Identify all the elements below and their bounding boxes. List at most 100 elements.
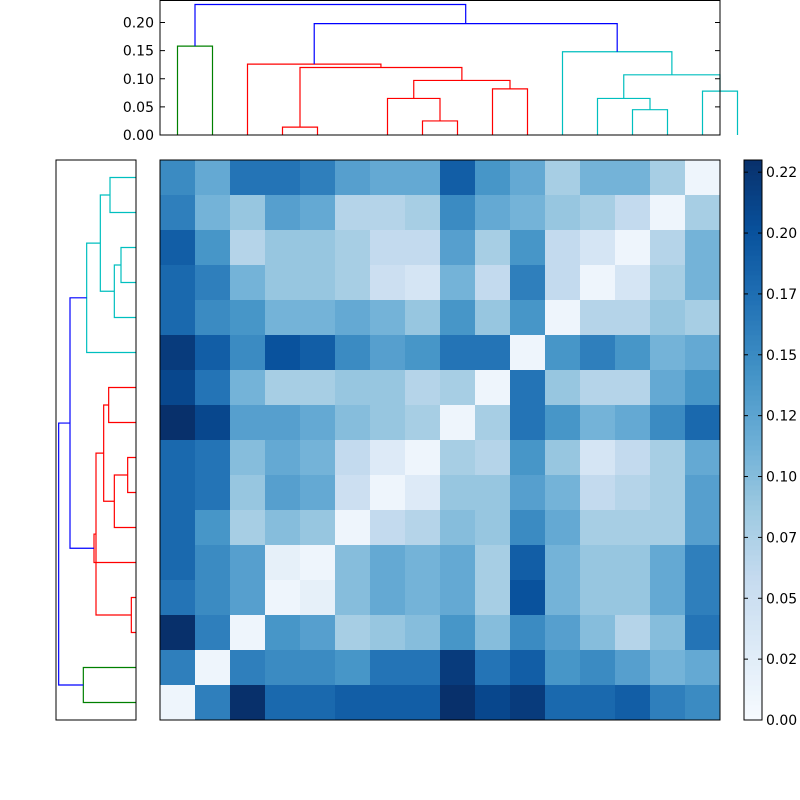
heatmap-cell [195, 160, 231, 196]
heatmap-cell [300, 405, 336, 441]
colorbar-gradient-segment [744, 540, 762, 546]
heatmap-cell [580, 440, 616, 476]
heatmap-cell [510, 265, 546, 301]
heatmap-cell [475, 580, 511, 616]
colorbar-gradient-segment [744, 335, 762, 341]
heatmap-cell [685, 580, 721, 616]
heatmap-cell [650, 370, 686, 406]
heatmap-cell [265, 545, 301, 581]
colorbar-gradient-segment [744, 595, 762, 601]
heatmap-cell [510, 440, 546, 476]
heatmap-cell [335, 650, 371, 686]
heatmap-cell [440, 685, 476, 721]
heatmap-cell [300, 335, 336, 371]
heatmap-cell [510, 405, 546, 441]
heatmap-cell [615, 510, 651, 546]
colorbar-gradient-segment [744, 485, 762, 491]
colorbar-gradient-segment [744, 480, 762, 486]
heatmap-cell [475, 685, 511, 721]
heatmap-cell [580, 160, 616, 196]
heatmap-cell [615, 230, 651, 266]
colorbar-gradient-segment [744, 215, 762, 221]
heatmap-cell [370, 650, 406, 686]
heatmap-cell [300, 650, 336, 686]
colorbar-gradient-segment [744, 240, 762, 246]
heatmap-cell [195, 265, 231, 301]
heatmap-cell [650, 160, 686, 196]
heatmap-cell [650, 475, 686, 511]
heatmap-cell [475, 265, 511, 301]
heatmap-cell [335, 265, 371, 301]
heatmap-cell [545, 160, 581, 196]
colorbar: 0.00 0.02 0.05 0.07 0.10 0.12 0.15 0.17 0.20 0.22 [743, 159, 797, 729]
heatmap-cell [300, 475, 336, 511]
colorbar-gradient-segment [744, 580, 762, 586]
heatmap-cell [405, 510, 441, 546]
heatmap-cell [615, 195, 651, 231]
left-dendrogram-link [130, 596, 136, 634]
heatmap-cell [335, 615, 371, 651]
colorbar-gradient-segment [744, 330, 762, 336]
colorbar-gradient-segment [744, 475, 762, 481]
colorbar-tick-label: 0.17 [766, 287, 797, 303]
colorbar-gradient-segment [744, 175, 762, 181]
colorbar-gradient-segment [744, 630, 762, 636]
heatmap-cell [545, 405, 581, 441]
colorbar-gradient-segment [744, 205, 762, 211]
colorbar-gradient-segment [744, 255, 762, 261]
heatmap-cell [580, 545, 616, 581]
heatmap-cell [335, 370, 371, 406]
heatmap-cell [475, 475, 511, 511]
colorbar-gradient-segment [744, 650, 762, 656]
colorbar-tick-label: 0.20 [766, 226, 797, 242]
heatmap-cell [545, 440, 581, 476]
heatmap-cell [265, 510, 301, 546]
heatmap-cell [650, 685, 686, 721]
heatmap-cell [370, 265, 406, 301]
heatmap-cell [440, 580, 476, 616]
heatmap-cell [650, 300, 686, 336]
top-dendrogram-link [631, 109, 669, 135]
left-dendrogram-link [93, 533, 136, 564]
colorbar-gradient-segment [744, 490, 762, 496]
heatmap-cell [230, 160, 266, 196]
heatmap-cell [615, 300, 651, 336]
top-dendrogram-link [421, 120, 459, 135]
colorbar-tick-label: 0.07 [766, 530, 797, 546]
heatmap-cell [405, 650, 441, 686]
heatmap-cell [195, 475, 231, 511]
top-dendrogram-y-tick-label: 0.10 [123, 72, 154, 88]
left-dendrogram-link [109, 176, 136, 214]
colorbar-gradient-segment [744, 225, 762, 231]
heatmap-cell [685, 300, 721, 336]
heatmap-cell [405, 195, 441, 231]
heatmap-cell [545, 580, 581, 616]
left-dendrogram-link [120, 246, 136, 284]
colorbar-gradient-segment [744, 170, 762, 176]
heatmap-cell [265, 160, 301, 196]
heatmap-cell [580, 475, 616, 511]
heatmap-cell [615, 335, 651, 371]
heatmap-cell [230, 405, 266, 441]
colorbar-gradient-segment [744, 395, 762, 401]
heatmap-cell [405, 405, 441, 441]
colorbar-gradient-segment [744, 280, 762, 286]
heatmap-cell [265, 685, 301, 721]
colorbar-gradient-segment [744, 275, 762, 281]
heatmap-cell [475, 650, 511, 686]
heatmap-cell [545, 300, 581, 336]
colorbar-tick-label: 0.02 [766, 652, 797, 668]
heatmap-cell [230, 265, 266, 301]
heatmap-cell [475, 230, 511, 266]
colorbar-gradient-segment [744, 620, 762, 626]
heatmap-cell [265, 650, 301, 686]
heatmap-cell [440, 510, 476, 546]
heatmap-cell [335, 475, 371, 511]
heatmap-cell [615, 650, 651, 686]
heatmap-cell [195, 510, 231, 546]
heatmap-cell [195, 370, 231, 406]
heatmap-cell [615, 475, 651, 511]
colorbar-gradient-segment [744, 350, 762, 356]
heatmap-cell [510, 685, 546, 721]
colorbar-gradient-segment [744, 470, 762, 476]
